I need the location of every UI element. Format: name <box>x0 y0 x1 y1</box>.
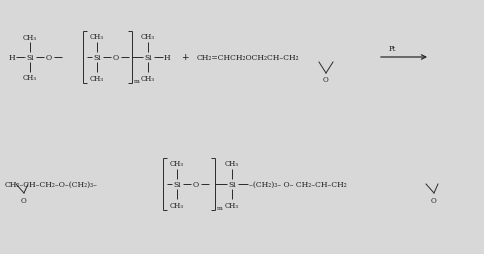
Text: H: H <box>163 54 170 62</box>
Text: +: + <box>181 53 188 62</box>
Text: Si: Si <box>93 54 101 62</box>
Text: CH₃: CH₃ <box>170 159 183 167</box>
Text: O: O <box>46 54 52 62</box>
Text: CH₃: CH₃ <box>141 75 155 83</box>
Text: CH₃: CH₃ <box>23 34 37 42</box>
Text: CH₃: CH₃ <box>90 33 104 41</box>
Text: –​(CH₂)₃–​ O–​ CH₂–CH–CH₂: –​(CH₂)₃–​ O–​ CH₂–CH–CH₂ <box>248 180 346 188</box>
Text: O: O <box>193 180 198 188</box>
Text: O: O <box>21 196 27 204</box>
Text: CH₂=CHCH₂OCH₂CH–CH₂: CH₂=CHCH₂OCH₂CH–CH₂ <box>197 54 299 62</box>
Text: CH₂–CH–CH₂–O–(CH₂)₃–: CH₂–CH–CH₂–O–(CH₂)₃– <box>5 180 98 188</box>
Text: O: O <box>430 196 436 204</box>
Text: Si: Si <box>227 180 235 188</box>
Text: Pt: Pt <box>388 45 395 53</box>
Text: CH₃: CH₃ <box>170 201 183 209</box>
Text: CH₃: CH₃ <box>90 75 104 83</box>
Text: Si: Si <box>26 54 34 62</box>
Text: O: O <box>322 76 328 84</box>
Text: m: m <box>134 79 139 84</box>
Text: Si: Si <box>144 54 151 62</box>
Text: CH₃: CH₃ <box>225 159 239 167</box>
Text: CH₃: CH₃ <box>225 201 239 209</box>
Text: CH₃: CH₃ <box>23 74 37 82</box>
Text: Si: Si <box>173 180 181 188</box>
Text: CH₃: CH₃ <box>141 33 155 41</box>
Text: m: m <box>217 206 223 211</box>
Text: O: O <box>113 54 119 62</box>
Text: H: H <box>9 54 15 62</box>
